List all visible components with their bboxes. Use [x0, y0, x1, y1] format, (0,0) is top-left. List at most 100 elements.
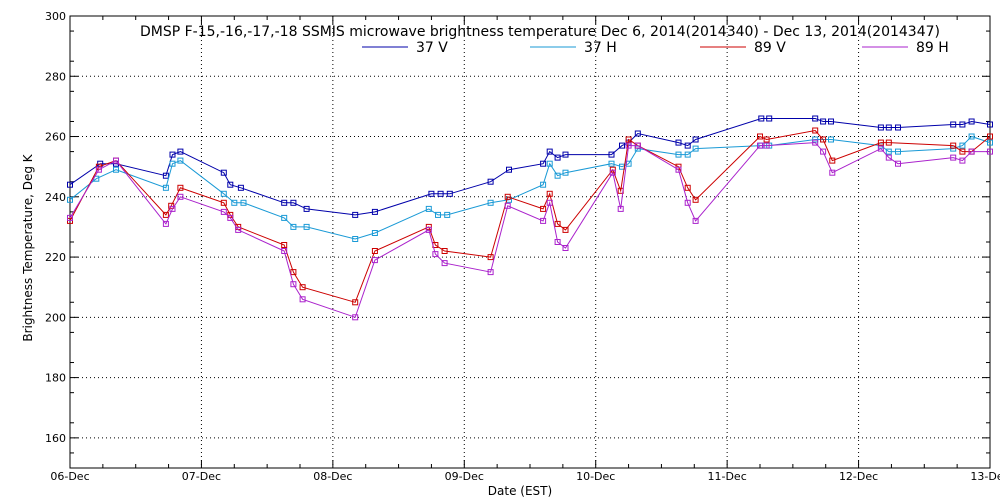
data-point-marker — [820, 118, 827, 125]
data-point-marker — [625, 136, 632, 143]
data-point-marker — [168, 202, 175, 209]
data-point-marker — [428, 190, 435, 197]
data-point-marker — [554, 172, 561, 179]
data-point-marker — [968, 133, 975, 140]
data-point-marker — [227, 214, 234, 221]
series-89-h — [67, 139, 993, 321]
data-point-marker — [675, 151, 682, 158]
chart-title: DMSP F-15,-16,-17,-18 SSMIS microwave br… — [140, 24, 940, 40]
series-89-v — [67, 127, 993, 306]
data-point-marker — [820, 136, 827, 143]
data-point-marker — [562, 226, 569, 233]
data-point-marker — [67, 196, 73, 203]
data-point-marker — [67, 214, 73, 221]
data-point-marker — [987, 139, 993, 146]
data-point-marker — [220, 169, 227, 176]
legend-label: 89 V — [754, 40, 786, 56]
data-point-marker — [290, 223, 297, 230]
data-point-marker — [877, 124, 884, 131]
plot-frame — [69, 15, 991, 469]
series-group — [67, 115, 993, 321]
data-point-marker — [692, 145, 699, 152]
data-point-marker — [281, 214, 288, 221]
data-point-marker — [554, 239, 561, 245]
x-tick-label: 13-Dec — [970, 470, 1000, 483]
series-37-h — [67, 133, 993, 242]
x-tick-label: 09-Dec — [445, 470, 484, 483]
legend-entry: 37 V — [362, 40, 448, 56]
data-point-marker — [371, 230, 378, 236]
y-tick-label: 240 — [45, 191, 66, 204]
data-point-marker — [766, 115, 773, 122]
data-point-marker — [240, 199, 247, 206]
data-point-marker — [617, 205, 624, 212]
data-point-marker — [968, 148, 975, 155]
data-point-marker — [540, 205, 547, 212]
data-point-marker — [231, 199, 238, 206]
data-point-marker — [299, 284, 306, 291]
data-point-marker — [950, 154, 957, 161]
data-point-marker — [609, 169, 616, 176]
data-point-marker — [812, 136, 819, 143]
data-point-marker — [885, 148, 892, 155]
data-point-marker — [959, 157, 966, 164]
series-line — [69, 129, 991, 303]
data-point-marker — [895, 124, 901, 131]
data-point-marker — [281, 248, 288, 254]
data-point-marker — [487, 199, 494, 206]
data-point-marker — [235, 226, 242, 233]
data-point-marker — [554, 154, 561, 161]
y-tick-label: 200 — [45, 311, 66, 324]
data-point-marker — [113, 157, 119, 164]
data-point-marker — [763, 142, 770, 149]
series-line — [69, 142, 990, 318]
data-point-marker — [812, 139, 819, 146]
data-point-marker — [220, 199, 227, 206]
data-point-marker — [352, 211, 359, 218]
data-point-marker — [634, 142, 641, 149]
data-point-marker — [820, 148, 827, 155]
data-point-marker — [608, 151, 615, 158]
series-37-v — [67, 115, 993, 218]
data-point-marker — [352, 299, 359, 306]
x-tick-label: 06-Dec — [50, 470, 89, 483]
data-point-marker — [169, 205, 176, 212]
data-point-marker — [828, 118, 834, 125]
data-point-marker — [546, 190, 553, 197]
data-point-marker — [554, 220, 561, 227]
grid — [70, 16, 990, 468]
legend-label: 37 H — [584, 40, 617, 56]
y-tick-label: 220 — [45, 251, 66, 264]
data-point-marker — [290, 199, 297, 206]
series-line — [69, 135, 991, 240]
data-point-marker — [162, 211, 169, 218]
data-point-marker — [177, 184, 184, 191]
data-point-marker — [987, 148, 993, 155]
data-point-marker — [959, 148, 966, 155]
y-tick-label: 180 — [45, 372, 66, 385]
data-point-marker — [444, 211, 451, 218]
data-point-marker — [220, 208, 227, 215]
data-point-marker — [352, 314, 359, 321]
data-point-marker — [608, 160, 615, 167]
data-point-marker — [220, 190, 227, 197]
data-point-marker — [684, 151, 691, 158]
data-point-marker — [425, 226, 432, 233]
data-point-marker — [675, 166, 682, 173]
data-point-marker — [113, 166, 119, 173]
data-point-marker — [371, 208, 378, 215]
data-point-marker — [95, 166, 102, 173]
data-point-marker — [169, 160, 176, 167]
data-point-marker — [290, 269, 297, 276]
legend: 37 V 37 H 89 V 89 H — [362, 40, 949, 56]
data-point-marker — [435, 211, 441, 218]
data-point-marker — [758, 115, 765, 122]
data-point-marker — [546, 160, 553, 167]
data-point-marker — [959, 142, 966, 149]
legend-entry: 89 H — [862, 40, 949, 56]
data-point-marker — [227, 181, 234, 188]
data-point-marker — [692, 217, 699, 224]
data-point-marker — [684, 142, 691, 149]
data-point-marker — [504, 202, 511, 209]
